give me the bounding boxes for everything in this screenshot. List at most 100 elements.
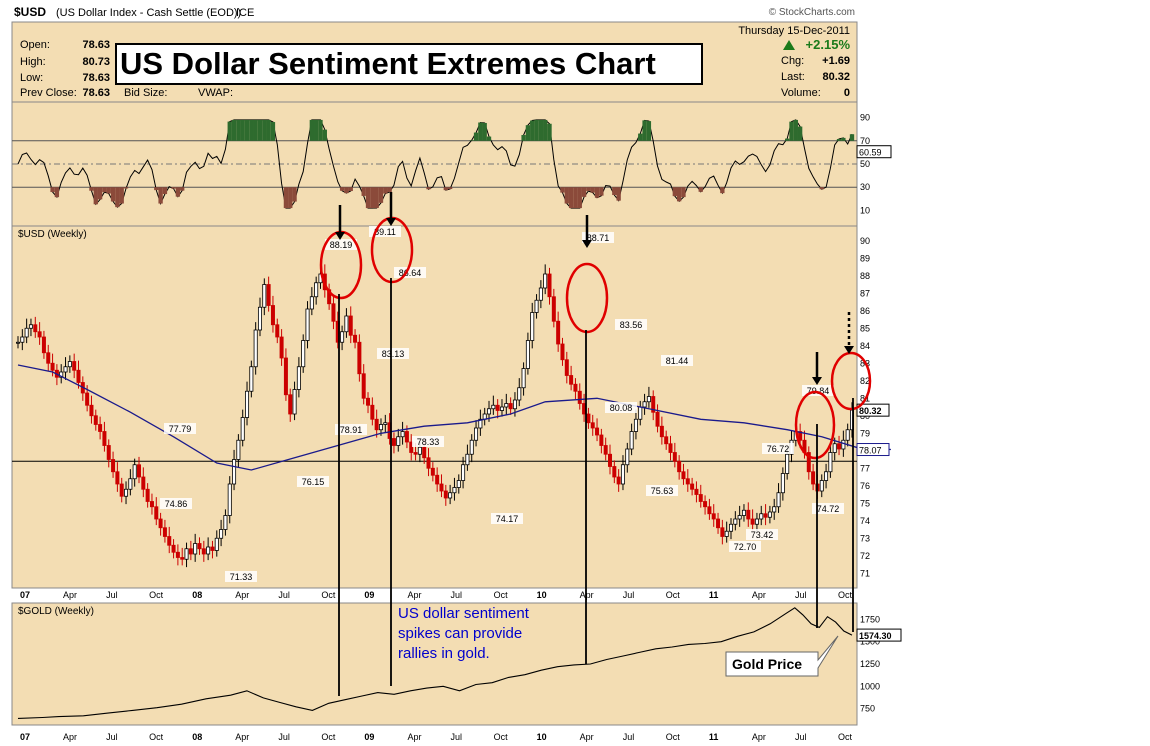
gold-last-box: [856, 628, 902, 642]
overbought-fill: [314, 119, 319, 141]
time-tick-label: Oct: [149, 732, 164, 742]
oversold-fill: [339, 187, 345, 191]
candle: [746, 502, 751, 527]
time-tick-label: Oct: [666, 732, 681, 742]
candle: [538, 280, 543, 309]
overbought-fill: [473, 132, 479, 141]
candle-body: [409, 441, 414, 453]
price-label-bg: [412, 436, 444, 447]
candle-body: [292, 389, 297, 415]
moving-average-line: [17, 364, 891, 471]
candle-body: [772, 506, 777, 513]
candle-body: [331, 303, 336, 322]
candle: [724, 521, 729, 543]
candle-body: [422, 446, 427, 459]
candle: [564, 351, 569, 384]
candle-body: [219, 529, 224, 539]
candle: [469, 434, 474, 463]
price-point-label: 71.33: [230, 572, 253, 582]
candle: [703, 495, 708, 515]
overbought-fill: [638, 133, 643, 141]
candle-body: [309, 296, 314, 310]
candle: [655, 404, 660, 433]
candle-body: [560, 343, 565, 361]
candle-body: [491, 404, 496, 410]
symbol-description: (US Dollar Index - Cash Settle (EOD)): [56, 7, 241, 19]
candle: [132, 458, 137, 487]
candle-body: [430, 467, 435, 476]
candle-body: [76, 369, 81, 383]
candle-body: [232, 459, 237, 485]
time-tick-label: 08: [192, 732, 202, 742]
candle: [124, 481, 129, 505]
oversold-fill: [698, 187, 703, 192]
price-tick-label: 75: [860, 498, 870, 508]
time-tick-label: 07: [20, 590, 30, 600]
candle: [577, 383, 582, 410]
candle-body: [158, 518, 163, 529]
candle-body: [154, 506, 159, 520]
oversold-fill: [590, 187, 595, 193]
candle-body: [750, 518, 755, 525]
chg-label: Chg:: [781, 55, 804, 67]
candle: [599, 428, 604, 454]
time-tick-label: Oct: [494, 732, 509, 742]
time-axis: 07 07 Apr Apr Jul Jul Oct Oct 08 08 Apr Apr Jul Jul Oc…: [20, 590, 853, 742]
last-price-box: [856, 403, 890, 417]
price-tick-label: 74: [860, 516, 870, 526]
change-percent: +2.15%: [806, 37, 851, 52]
candle-body: [124, 488, 129, 497]
candle: [98, 416, 103, 440]
candle: [266, 276, 271, 312]
candle: [63, 357, 68, 380]
sentiment-note-line2: spikes can provide: [398, 625, 522, 642]
candle-body: [603, 445, 608, 455]
candle-body: [767, 511, 772, 518]
candle: [819, 474, 824, 498]
price-label-bg: [605, 402, 637, 413]
candle-body: [707, 506, 712, 515]
candle-body: [672, 452, 677, 462]
price-label-bg: [746, 529, 778, 540]
overbought-fill: [244, 119, 250, 141]
price-tick-label: 88: [860, 271, 870, 281]
candle: [543, 264, 548, 295]
candle-body: [806, 452, 811, 473]
price-label-bg: [394, 267, 426, 278]
candle-body: [314, 282, 319, 298]
price-label-bg: [491, 513, 523, 524]
candle-body: [837, 443, 842, 450]
oversold-fill: [89, 187, 94, 191]
oversold-fill: [581, 187, 587, 197]
price-point-label: 78.91: [340, 425, 363, 435]
candle: [672, 442, 677, 468]
time-tick-label: 11: [709, 590, 719, 600]
candle-body: [703, 501, 708, 508]
candle-body: [188, 548, 193, 555]
candle-body: [227, 483, 232, 516]
candle-body: [378, 424, 383, 431]
candle: [41, 330, 46, 359]
candle: [331, 295, 336, 330]
candle-body: [366, 397, 371, 406]
oversold-fill: [361, 187, 366, 196]
candle-body: [469, 439, 474, 455]
candle-body: [426, 457, 431, 469]
overbought-fill: [646, 121, 652, 141]
candle: [763, 504, 768, 526]
candle-body: [729, 523, 734, 532]
prev-close-label: Prev Close:: [20, 87, 77, 99]
candle-body: [551, 296, 556, 322]
candle-body: [72, 361, 77, 371]
candle: [439, 474, 444, 498]
candle-body: [443, 490, 448, 499]
candle: [46, 344, 51, 372]
price-point-label: 74.86: [165, 499, 188, 509]
ma-last-box: [856, 443, 890, 457]
candle: [361, 364, 366, 405]
overbought-fill: [266, 119, 271, 141]
time-tick-label: 10: [537, 590, 547, 600]
oversold-fill: [594, 187, 600, 198]
candle: [668, 435, 673, 461]
